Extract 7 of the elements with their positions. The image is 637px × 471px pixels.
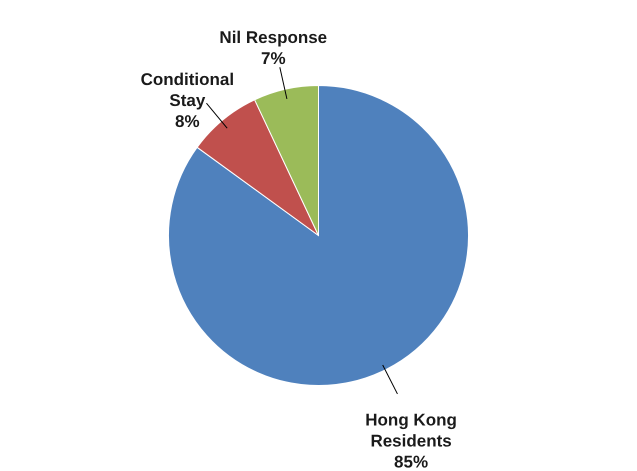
- slice-label: Nil Response: [219, 28, 328, 47]
- data-label: 8%: [175, 112, 200, 132]
- slice-label: Conditional Stay: [140, 70, 234, 110]
- data-label: 7%: [260, 48, 286, 68]
- data-label: 85%: [394, 452, 428, 471]
- pie-slice: [168, 85, 469, 386]
- slice-label: Hong Kong Residents: [365, 410, 457, 451]
